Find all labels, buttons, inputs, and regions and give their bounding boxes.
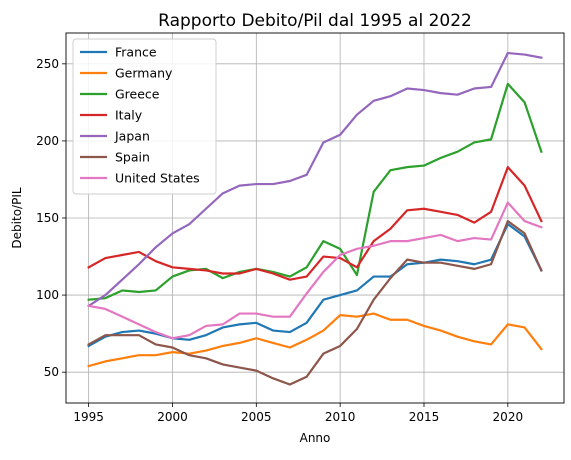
x-axis-label: Anno <box>300 431 331 445</box>
series-line-germany <box>87 312 543 368</box>
x-tick-label: 2020 <box>493 410 524 424</box>
y-axis-label: Debito/PIL <box>10 187 24 248</box>
legend-label-germany: Germany <box>115 66 173 81</box>
legend-label-france: France <box>115 45 157 60</box>
series-line-greece <box>87 82 543 301</box>
legend-box <box>72 38 217 195</box>
x-tick-label: 1995 <box>73 410 104 424</box>
x-tick-label: 2010 <box>325 410 356 424</box>
y-tick-label: 250 <box>36 57 59 71</box>
series-line-japan <box>87 51 543 308</box>
series-lines <box>87 51 543 386</box>
axis-ticks: 1995 2000 2005 2010 2015 2020 50 100 150 200 250 <box>36 57 523 424</box>
legend-label-greece: Greece <box>115 87 160 102</box>
y-tick-label: 100 <box>36 288 59 302</box>
x-tick-label: 2000 <box>157 410 188 424</box>
series-line-united-states <box>87 201 543 340</box>
x-tick-label: 2005 <box>241 410 272 424</box>
x-tick-label: 2015 <box>409 410 440 424</box>
y-tick-label: 200 <box>36 134 59 148</box>
series-line-spain <box>87 219 543 386</box>
y-tick-label: 50 <box>44 365 59 379</box>
legend: France Germany Greece Italy Japan Spain United… <box>72 38 217 195</box>
legend-label-united-states: United States <box>115 171 200 186</box>
series-line-italy <box>87 166 543 281</box>
legend-label-japan: Japan <box>114 129 150 144</box>
legend-label-spain: Spain <box>115 150 150 165</box>
y-tick-label: 150 <box>36 211 59 225</box>
legend-label-italy: Italy <box>115 108 143 123</box>
chart-title: Rapporto Debito/Pil dal 1995 al 2022 <box>158 11 472 31</box>
